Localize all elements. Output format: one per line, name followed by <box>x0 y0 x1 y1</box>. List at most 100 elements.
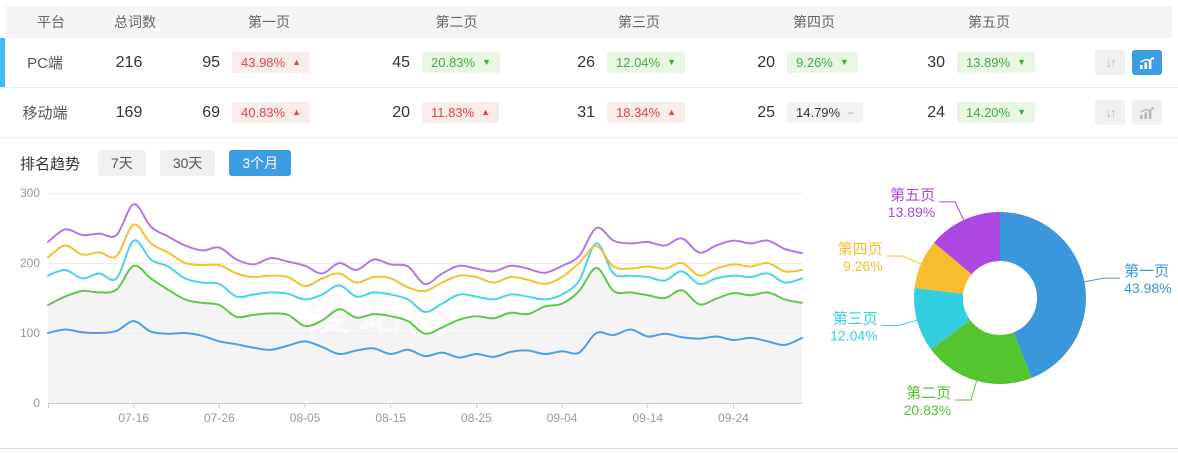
up-arrow-icon: ▲ <box>667 107 677 117</box>
page-3-cell: 31 18.34% ▲ <box>543 102 723 123</box>
up-arrow-icon: ▲ <box>481 107 491 117</box>
column-header-5: 第三页 <box>618 14 660 30</box>
sort-updown-button[interactable]: ↓↑ <box>1095 100 1125 125</box>
donut-label-line <box>939 201 965 221</box>
donut-label-name: 第一页 <box>1124 262 1169 280</box>
y-axis-label: 300 <box>20 186 40 200</box>
up-down-arrows-icon: ↓↑ <box>1105 105 1117 120</box>
percent-badge-up: 11.83% ▲ <box>422 102 500 123</box>
up-arrow-icon: ▲ <box>292 57 302 67</box>
page-1-cell: 69 40.83% ▲ <box>168 102 358 123</box>
row-actions: ↓↑ <box>1073 50 1178 75</box>
page-count-value: 31 <box>577 103 595 121</box>
percent-value: 12.04% <box>616 55 661 70</box>
row-actions: ↓↑ <box>1073 100 1178 125</box>
show-trend-chart-button[interactable] <box>1132 100 1162 125</box>
page-count-value: 95 <box>202 53 220 71</box>
platform-label: PC端 <box>27 55 63 72</box>
donut-label-line <box>955 380 978 401</box>
page-count-value: 24 <box>927 103 945 121</box>
table-rows: PC端 216 95 43.98% ▲ 45 20.83% ▼ 26 12.04% ▼ 20 9.26%… <box>0 38 1178 138</box>
donut-label-line <box>881 319 918 326</box>
total-words-value: 169 <box>115 103 143 121</box>
donut-label-percent: 12.04% <box>830 327 877 343</box>
line-chart-icon <box>1139 56 1155 70</box>
page-count-value: 30 <box>927 53 945 71</box>
donut-slice-第三页 <box>914 288 971 350</box>
column-header-2: 总词数 <box>114 14 156 30</box>
down-arrow-icon: ▼ <box>1017 107 1027 117</box>
y-axis-label: 200 <box>20 256 40 270</box>
trend-tabs: 7天 30天 3个月 <box>98 149 305 177</box>
percent-badge-down: 9.26% ▼ <box>787 52 858 73</box>
page-count-value: 20 <box>757 53 775 71</box>
table-row[interactable]: PC端 216 95 43.98% ▲ 45 20.83% ▼ 26 12.04% ▼ 20 9.26%… <box>0 38 1178 88</box>
page-4-cell: 25 14.79% − <box>723 102 893 123</box>
percent-badge-up: 43.98% ▲ <box>232 52 311 73</box>
donut-slice-第一页 <box>1000 212 1086 378</box>
column-header-7: 第五页 <box>968 14 1010 30</box>
table-header: 平台 总词数 第一页 第二页 第三页 第四页 第五页 <box>6 6 1172 38</box>
page-4-cell: 20 9.26% ▼ <box>723 52 893 73</box>
trend-tab-2[interactable]: 30天 <box>159 149 216 177</box>
page-count-value: 26 <box>577 53 595 71</box>
x-axis-label: 07-26 <box>204 411 235 425</box>
percent-value: 14.79% <box>796 105 841 120</box>
down-arrow-icon: ▼ <box>839 57 849 67</box>
trend-toolbar: 排名趋势 7天 30天 3个月 <box>20 148 1178 178</box>
total-words-value: 216 <box>115 53 143 71</box>
column-header-1: 平台 <box>37 14 65 30</box>
percent-value: 43.98% <box>241 55 286 70</box>
donut-label-name: 第四页 <box>838 240 883 258</box>
percent-value: 20.83% <box>431 55 476 70</box>
donut-slice-第二页 <box>931 320 1032 385</box>
table-row[interactable]: 移动端 169 69 40.83% ▲ 20 11.83% ▲ 31 18.34% ▲ 25 14.79… <box>0 88 1178 138</box>
percent-badge-up: 40.83% ▲ <box>232 102 311 123</box>
column-header-6: 第四页 <box>793 14 835 30</box>
column-header-4: 第二页 <box>435 14 478 30</box>
page-5-cell: 24 14.20% ▼ <box>893 102 1073 123</box>
x-axis-label: 07-16 <box>118 411 149 425</box>
donut-label-line <box>1084 277 1121 283</box>
series-line-第五页 <box>47 203 803 286</box>
percent-value: 18.34% <box>616 105 661 120</box>
donut-slice-第五页 <box>934 211 1000 275</box>
down-arrow-icon: ▼ <box>1017 57 1027 67</box>
percent-badge-down: 12.04% ▼ <box>607 52 686 73</box>
page-count-value: 20 <box>392 103 410 121</box>
x-axis-label: 08-15 <box>375 411 406 425</box>
donut-label-name: 第三页 <box>833 309 878 327</box>
charts-area: 0 100 200 300 爱站网 07-16 07-26 08-05 08-15 08-25 09… <box>0 180 1178 444</box>
page-1-cell: 95 43.98% ▲ <box>168 52 358 73</box>
percent-value: 40.83% <box>241 105 286 120</box>
page-2-cell: 45 20.83% ▼ <box>358 52 543 73</box>
sort-updown-button[interactable]: ↓↑ <box>1095 50 1125 75</box>
trend-tab-3[interactable]: 3个月 <box>229 149 292 177</box>
donut-label-name: 第五页 <box>890 186 935 204</box>
percent-value: 13.89% <box>966 55 1011 70</box>
line-chart-icon <box>1139 106 1155 120</box>
page-5-cell: 30 13.89% ▼ <box>893 52 1073 73</box>
show-trend-chart-button[interactable] <box>1132 50 1162 75</box>
percent-value: 14.20% <box>966 105 1011 120</box>
down-arrow-icon: ▼ <box>482 57 492 67</box>
percent-value: 11.83% <box>431 105 475 120</box>
trend-tab-1[interactable]: 7天 <box>98 149 146 177</box>
column-header-3: 第一页 <box>248 14 290 30</box>
x-axis-label: 09-24 <box>718 411 749 425</box>
page-count-value: 69 <box>202 103 220 121</box>
percent-badge-flat: 14.79% − <box>787 102 864 123</box>
percent-badge-down: 20.83% ▼ <box>422 52 501 73</box>
series-line-第四页 <box>47 223 803 293</box>
donut-label-percent: 20.83% <box>904 402 951 418</box>
down-arrow-icon: ▼ <box>667 57 677 67</box>
series-line-第一页 <box>47 320 803 359</box>
donut-slice-第四页 <box>914 242 972 294</box>
percent-badge-down: 13.89% ▼ <box>957 52 1036 73</box>
x-axis-label: 09-04 <box>547 411 578 425</box>
up-down-arrows-icon: ↓↑ <box>1105 55 1117 70</box>
page-2-cell: 20 11.83% ▲ <box>358 102 543 123</box>
x-axis-label: 09-14 <box>632 411 663 425</box>
